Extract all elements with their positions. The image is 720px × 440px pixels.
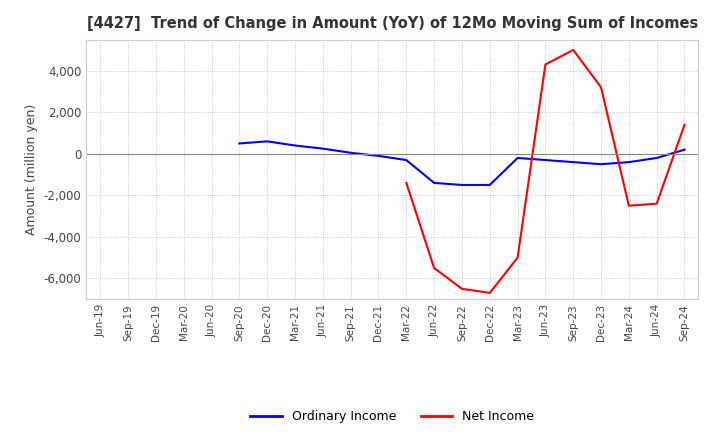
Ordinary Income <box>485 182 494 187</box>
Ordinary Income <box>680 147 689 152</box>
Line: Net Income: Net Income <box>406 50 685 293</box>
Net Income <box>597 85 606 90</box>
Net Income <box>430 265 438 271</box>
Net Income <box>485 290 494 296</box>
Ordinary Income <box>291 143 300 148</box>
Ordinary Income <box>374 153 383 158</box>
Ordinary Income <box>597 161 606 167</box>
Net Income <box>458 286 467 291</box>
Net Income <box>624 203 633 209</box>
Ordinary Income <box>458 182 467 187</box>
Net Income <box>402 180 410 186</box>
Ordinary Income <box>346 150 355 155</box>
Ordinary Income <box>235 141 243 146</box>
Ordinary Income <box>430 180 438 186</box>
Ordinary Income <box>541 158 550 163</box>
Ordinary Income <box>402 158 410 163</box>
Legend: Ordinary Income, Net Income: Ordinary Income, Net Income <box>246 405 539 428</box>
Ordinary Income <box>652 155 661 161</box>
Ordinary Income <box>513 155 522 161</box>
Line: Ordinary Income: Ordinary Income <box>239 141 685 185</box>
Net Income <box>680 122 689 128</box>
Net Income <box>569 48 577 53</box>
Net Income <box>652 201 661 206</box>
Title: [4427]  Trend of Change in Amount (YoY) of 12Mo Moving Sum of Incomes: [4427] Trend of Change in Amount (YoY) o… <box>87 16 698 32</box>
Ordinary Income <box>569 159 577 165</box>
Ordinary Income <box>624 159 633 165</box>
Ordinary Income <box>263 139 271 144</box>
Ordinary Income <box>318 146 327 151</box>
Net Income <box>513 255 522 260</box>
Net Income <box>541 62 550 67</box>
Y-axis label: Amount (million yen): Amount (million yen) <box>25 104 38 235</box>
